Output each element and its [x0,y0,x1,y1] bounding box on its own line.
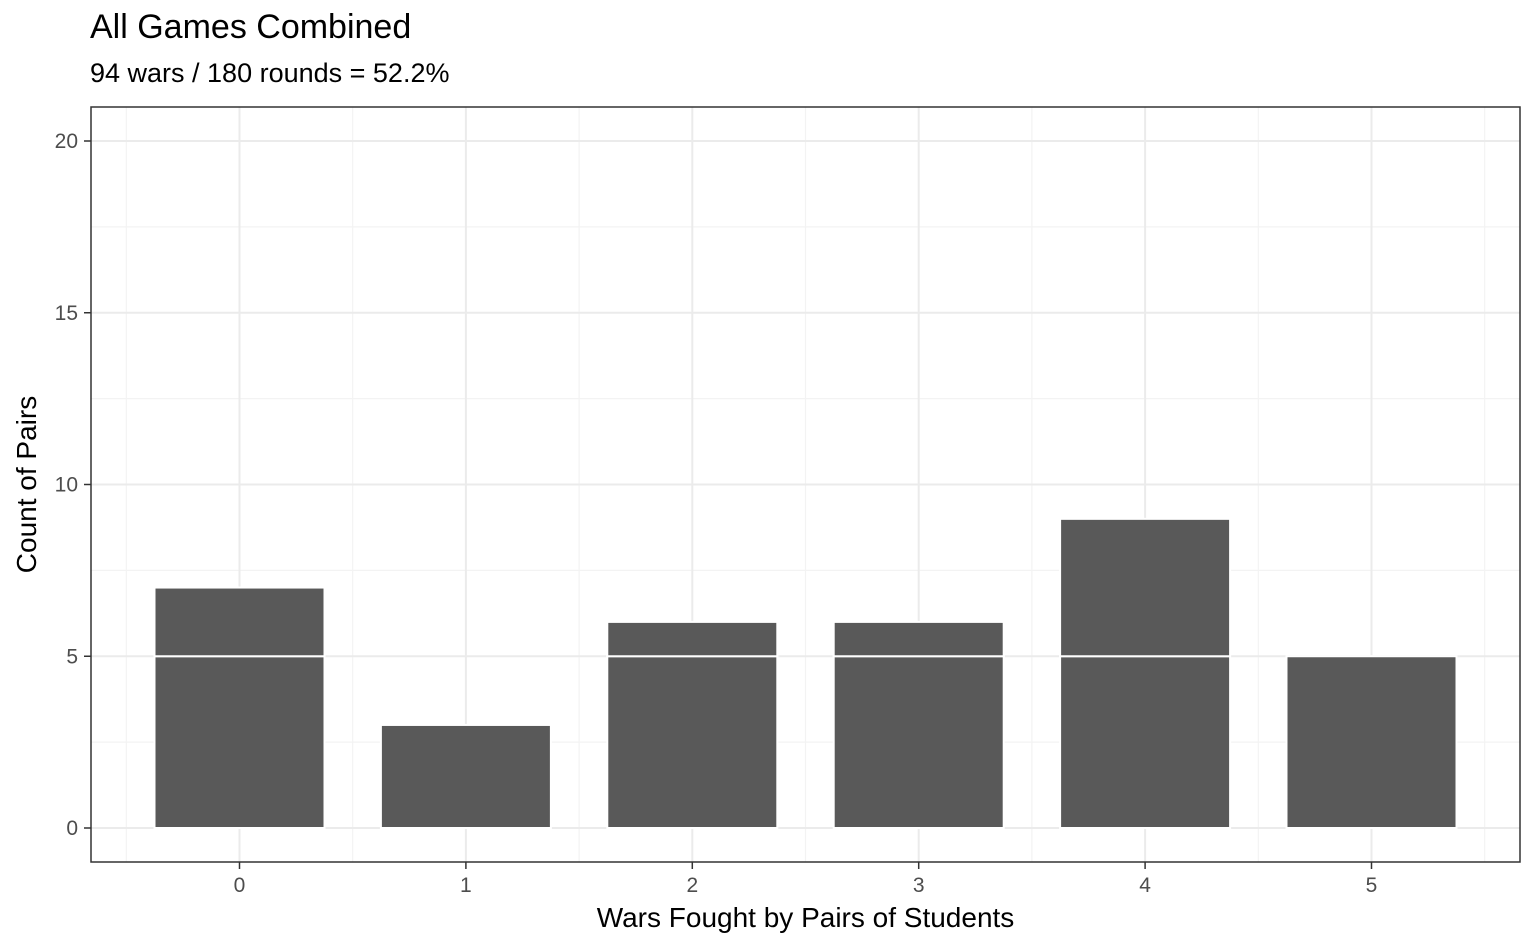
y-tick-label: 20 [55,130,78,153]
x-tick-label: 4 [1139,874,1151,897]
y-axis: 0 5 10 15 20 [55,130,91,840]
bar-segment [153,586,326,658]
y-tick-label: 10 [55,474,78,497]
bar [606,620,779,829]
x-tick-label: 0 [234,874,246,897]
bar [379,723,552,830]
y-tick-label: 0 [66,817,78,840]
x-tick-label: 2 [686,874,698,897]
bar-segment [1059,517,1232,658]
bar-segment [379,723,552,830]
bar-segment [832,620,1005,658]
bar [832,620,1005,829]
bar-segment [153,655,326,829]
x-tick-label: 3 [913,874,925,897]
bar [1059,517,1232,829]
bars [153,517,1458,830]
x-axis-title: Wars Fought by Pairs of Students [597,902,1015,933]
bar-segment [1059,655,1232,829]
bar [1285,655,1458,829]
chart-subtitle: 94 wars / 180 rounds = 52.2% [90,58,450,88]
bar-segment [606,655,779,829]
bar-segment [606,620,779,658]
bar [153,586,326,829]
bar-segment [832,655,1005,829]
y-tick-label: 15 [55,302,78,325]
chart-title: All Games Combined [90,8,412,46]
x-tick-label: 5 [1366,874,1378,897]
x-tick-label: 1 [460,874,472,897]
y-tick-label: 5 [66,645,78,668]
bar-segment [1285,655,1458,829]
y-axis-title: Count of Pairs [11,396,42,573]
x-axis: 0 1 2 3 4 5 [234,862,1378,897]
